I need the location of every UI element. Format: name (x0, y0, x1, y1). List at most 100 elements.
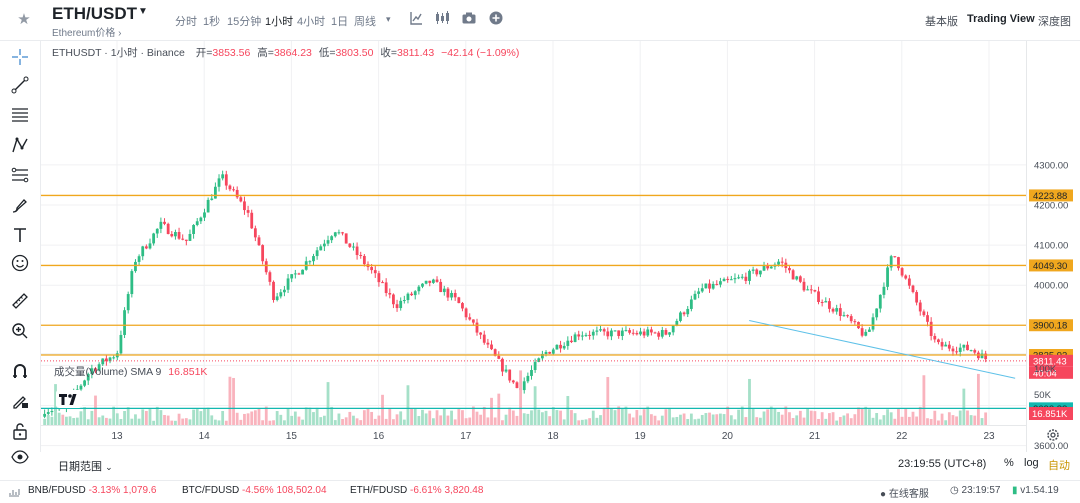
candle-body (671, 325, 675, 333)
horizontal-lines-icon[interactable] (10, 105, 30, 125)
tab-basic-view[interactable]: 基本版 (925, 16, 958, 28)
volume-bar (417, 416, 421, 425)
tab-timeframe-1h[interactable]: 1小时 (265, 16, 294, 28)
ticker-item[interactable]: BNB/FDUSD -3.13% 1,079.6 (28, 485, 156, 496)
candle-body (864, 331, 868, 336)
status-clock: ◷ 23:19:57 (950, 485, 1000, 496)
candle-body (744, 276, 748, 281)
brush-icon[interactable] (10, 195, 30, 215)
time-tick-label: 21 (809, 431, 821, 442)
candle-body (457, 297, 461, 304)
price-chart[interactable]: 4300.00 4200.00 4100.00 4000.00 3600.00 4223.… (41, 41, 1080, 452)
volume-bar (159, 410, 163, 425)
candle-body (697, 291, 701, 294)
candle-body (860, 328, 864, 336)
candle-body (486, 342, 490, 345)
online-support-link[interactable]: ● 在线客服 (880, 485, 929, 500)
volume-bar (370, 411, 374, 425)
volume-bar (203, 408, 206, 425)
tab-timeframe-15m[interactable]: 15分钟 (227, 16, 262, 28)
volume-bar (108, 418, 112, 425)
magnet-icon[interactable] (10, 361, 30, 381)
candle-body (966, 344, 969, 351)
volume-bar (780, 414, 784, 425)
tab-timeframe-week[interactable]: 周线 (354, 16, 376, 28)
candle-body (533, 361, 537, 371)
volume-bar (61, 414, 65, 425)
text-tool-icon[interactable] (10, 225, 30, 245)
volume-bar (239, 419, 243, 425)
ticker-item[interactable]: ETH/FDUSD -6.61% 3,820.48 (350, 485, 483, 496)
tab-depth-chart[interactable]: 深度图 (1038, 16, 1071, 28)
tradingview-logo[interactable] (56, 390, 82, 408)
trend-line-icon[interactable] (10, 75, 30, 95)
candle-body (50, 411, 54, 413)
chart-type-candles-icon[interactable] (434, 10, 450, 26)
fib-tool-icon[interactable] (10, 165, 30, 185)
date-range-button[interactable]: 日期范围 ⌄ (58, 458, 113, 474)
ruler-icon[interactable] (10, 291, 30, 311)
volume-bar (315, 407, 319, 425)
tab-timeframe-4h[interactable]: 4小时 (297, 16, 326, 28)
indicators-icon[interactable] (408, 10, 424, 26)
candle-body (188, 234, 192, 241)
camera-icon[interactable] (461, 10, 477, 26)
volume-bar (679, 414, 682, 425)
candle-body (377, 273, 381, 283)
volume-bar (283, 420, 286, 425)
chart-settings-gear-icon[interactable] (1046, 428, 1060, 442)
candle-body (802, 281, 806, 291)
percent-scale-toggle[interactable]: % (1004, 457, 1014, 469)
lock-drawing-pencil-icon[interactable] (10, 391, 30, 411)
lock-icon[interactable] (10, 421, 30, 441)
chart-clock[interactable]: 23:19:55 (UTC+8) (898, 458, 987, 470)
price-tick-label: 4200.00 (1034, 201, 1068, 212)
candle-body (90, 368, 94, 375)
tab-timeframe-1d[interactable]: 1日 (331, 16, 349, 28)
price-label-box (1029, 259, 1073, 272)
more-timeframes-icon[interactable]: ▾ (386, 14, 391, 24)
trend-line (749, 319, 1016, 379)
add-plus-icon[interactable] (488, 10, 504, 26)
candle-body (526, 375, 530, 382)
auto-scale-toggle[interactable]: 自动 (1048, 460, 1070, 472)
volume-bar (897, 408, 900, 425)
ticker-item[interactable]: BTC/FDUSD -4.56% 108,502.04 (182, 485, 327, 496)
ticker-symbol: ETH/FDUSD (350, 485, 408, 496)
pair-title[interactable]: ETH/USDT (52, 4, 137, 23)
volume-bar (275, 411, 279, 425)
volume-bar (831, 412, 835, 425)
log-scale-toggle[interactable]: log (1024, 457, 1039, 469)
emoji-icon[interactable] (10, 253, 30, 273)
tab-timeframe-1s[interactable]: 1秒 (203, 16, 221, 28)
volume-bar (290, 415, 294, 425)
candle-body (97, 364, 101, 371)
candle-body (203, 212, 206, 218)
volume-bar (293, 411, 297, 425)
volume-bar (148, 408, 152, 425)
zoom-in-icon[interactable] (10, 321, 30, 341)
eye-icon[interactable] (10, 447, 30, 467)
volume-bar (966, 410, 969, 425)
volume-bar (726, 406, 730, 425)
tab-tradingview[interactable]: Trading View (967, 13, 1035, 25)
candle-body (838, 308, 842, 316)
pattern-tool-icon[interactable] (10, 135, 30, 155)
volume-bar (711, 414, 715, 425)
volume-bar (773, 408, 777, 425)
candle-body (144, 246, 148, 249)
clock-icon: ◷ (950, 485, 959, 496)
candle-body (806, 289, 810, 291)
candle-body (119, 334, 123, 354)
candle-body (871, 317, 875, 330)
volume-bar (878, 419, 882, 425)
tab-timeframe-line[interactable]: 分时 (175, 16, 197, 28)
favorite-star-icon[interactable]: ★ (17, 11, 31, 28)
volume-bar (828, 413, 831, 425)
candle-body (900, 268, 904, 276)
volume-bar (490, 397, 493, 425)
caret-down-icon[interactable]: ▼ (138, 6, 148, 17)
crosshair-icon[interactable] (10, 47, 30, 67)
candle-body (283, 289, 286, 293)
pair-subtitle-link[interactable]: Ethereum价格 › (52, 28, 122, 39)
